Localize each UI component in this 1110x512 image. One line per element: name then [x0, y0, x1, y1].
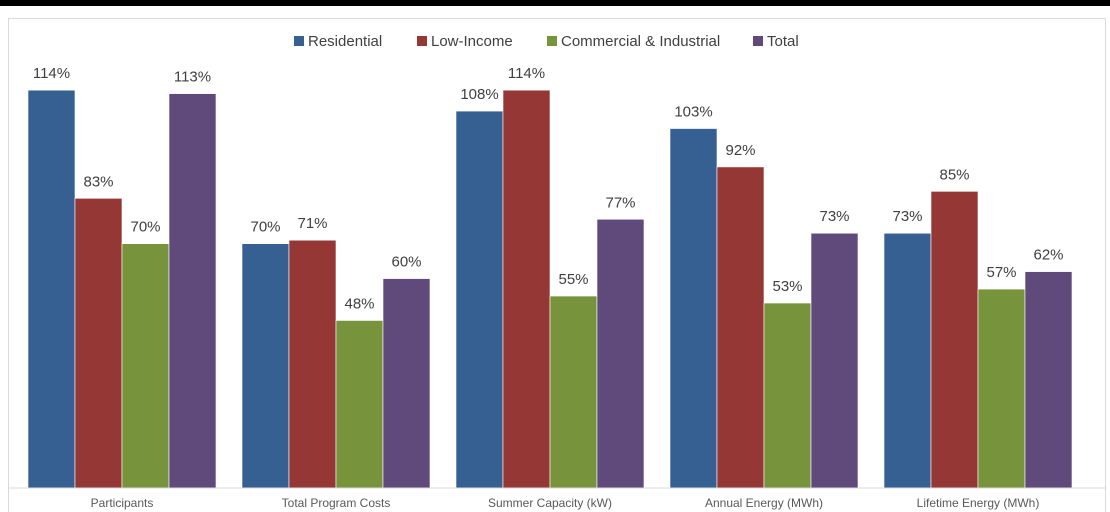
x-tick-label-lifetime-energy-mwh: Lifetime Energy (MWh): [917, 496, 1040, 510]
legend-swatch-total: [753, 36, 763, 46]
data-label-low-income-participants: 83%: [83, 173, 113, 190]
bar-commercial-industrial-participants: [121, 243, 170, 489]
data-label-low-income-total-program-costs: 71%: [297, 215, 327, 232]
bars: [27, 89, 1073, 489]
legend-swatch-commercial-industrial: [547, 36, 557, 46]
legend-item-low-income: Low-Income: [417, 33, 513, 50]
data-label-residential-annual-energy-mwh: 103%: [674, 104, 712, 121]
data-label-low-income-lifetime-energy-mwh: 85%: [939, 166, 969, 183]
legend-swatch-low-income: [417, 36, 427, 46]
bar-low-income-lifetime-energy-mwh: [930, 191, 979, 489]
x-axis: Participants Total Program Costs Summer Ca…: [9, 487, 1106, 510]
data-label-total-total-program-costs: 60%: [391, 254, 421, 271]
legend-item-commercial-industrial: Commercial & Industrial: [547, 33, 720, 50]
legend-label-low-income: Low-Income: [431, 33, 513, 50]
data-label-total-participants: 113%: [174, 69, 211, 86]
legend-label-total: Total: [767, 33, 799, 50]
legend-item-residential: Residential: [294, 33, 382, 50]
data-label-low-income-annual-energy-mwh: 92%: [725, 142, 755, 159]
data-label-residential-lifetime-energy-mwh: 73%: [892, 208, 922, 225]
x-tick-label-summer-capacity-kw: Summer Capacity (kW): [488, 496, 612, 510]
data-label-residential-participants: 114%: [33, 65, 70, 82]
x-tick-label-annual-energy-mwh: Annual Energy (MWh): [705, 496, 823, 510]
bar-low-income-participants: [74, 198, 123, 489]
bar-commercial-industrial-annual-energy-mwh: [763, 302, 812, 489]
data-label-commercial-industrial-lifetime-energy-mwh: 57%: [986, 264, 1016, 281]
data-label-commercial-industrial-participants: 70%: [130, 219, 160, 236]
data-label-residential-summer-capacity-kw: 108%: [460, 86, 498, 103]
data-label-total-annual-energy-mwh: 73%: [819, 208, 849, 225]
bar-total-summer-capacity-kw: [596, 218, 645, 489]
legend-label-residential: Residential: [308, 33, 382, 50]
legend-label-commercial-industrial: Commercial & Industrial: [561, 33, 720, 50]
legend: Residential Low-Income Commercial & Indust…: [294, 33, 799, 50]
chart-area-border: [8, 18, 1106, 512]
legend-item-total: Total: [753, 33, 799, 50]
data-label-commercial-industrial-annual-energy-mwh: 53%: [772, 278, 802, 295]
bar-residential-summer-capacity-kw: [455, 110, 504, 489]
bar-residential-lifetime-energy-mwh: [883, 232, 932, 489]
data-label-residential-total-program-costs: 70%: [250, 219, 280, 236]
bar-total-participants: [168, 93, 217, 489]
bar-residential-total-program-costs: [241, 243, 290, 489]
x-tick-label-total-program-costs: Total Program Costs: [282, 496, 391, 510]
bar-commercial-industrial-lifetime-energy-mwh: [977, 288, 1026, 489]
bar-residential-annual-energy-mwh: [669, 128, 718, 489]
bar-commercial-industrial-summer-capacity-kw: [549, 295, 598, 489]
data-label-low-income-summer-capacity-kw: 114%: [508, 65, 545, 82]
bar-commercial-industrial-total-program-costs: [335, 320, 384, 489]
bar-low-income-total-program-costs: [288, 239, 337, 489]
data-label-total-lifetime-energy-mwh: 62%: [1033, 247, 1063, 264]
bar-residential-participants: [27, 89, 76, 489]
legend-swatch-residential: [294, 36, 304, 46]
data-label-total-summer-capacity-kw: 77%: [605, 194, 635, 211]
data-label-commercial-industrial-summer-capacity-kw: 55%: [558, 271, 588, 288]
bar-low-income-summer-capacity-kw: [502, 89, 551, 489]
bar-low-income-annual-energy-mwh: [716, 166, 765, 489]
top-rule: [0, 0, 1110, 6]
data-labels: 114% 83% 70% 113% 70% 71% 48% 60% 108% 114% 55% 77%…: [33, 65, 1064, 312]
bar-total-annual-energy-mwh: [810, 232, 859, 489]
x-tick-label-participants: Participants: [91, 496, 154, 510]
data-label-commercial-industrial-total-program-costs: 48%: [344, 295, 374, 312]
bar-total-lifetime-energy-mwh: [1024, 271, 1073, 489]
bar-total-total-program-costs: [382, 278, 431, 489]
